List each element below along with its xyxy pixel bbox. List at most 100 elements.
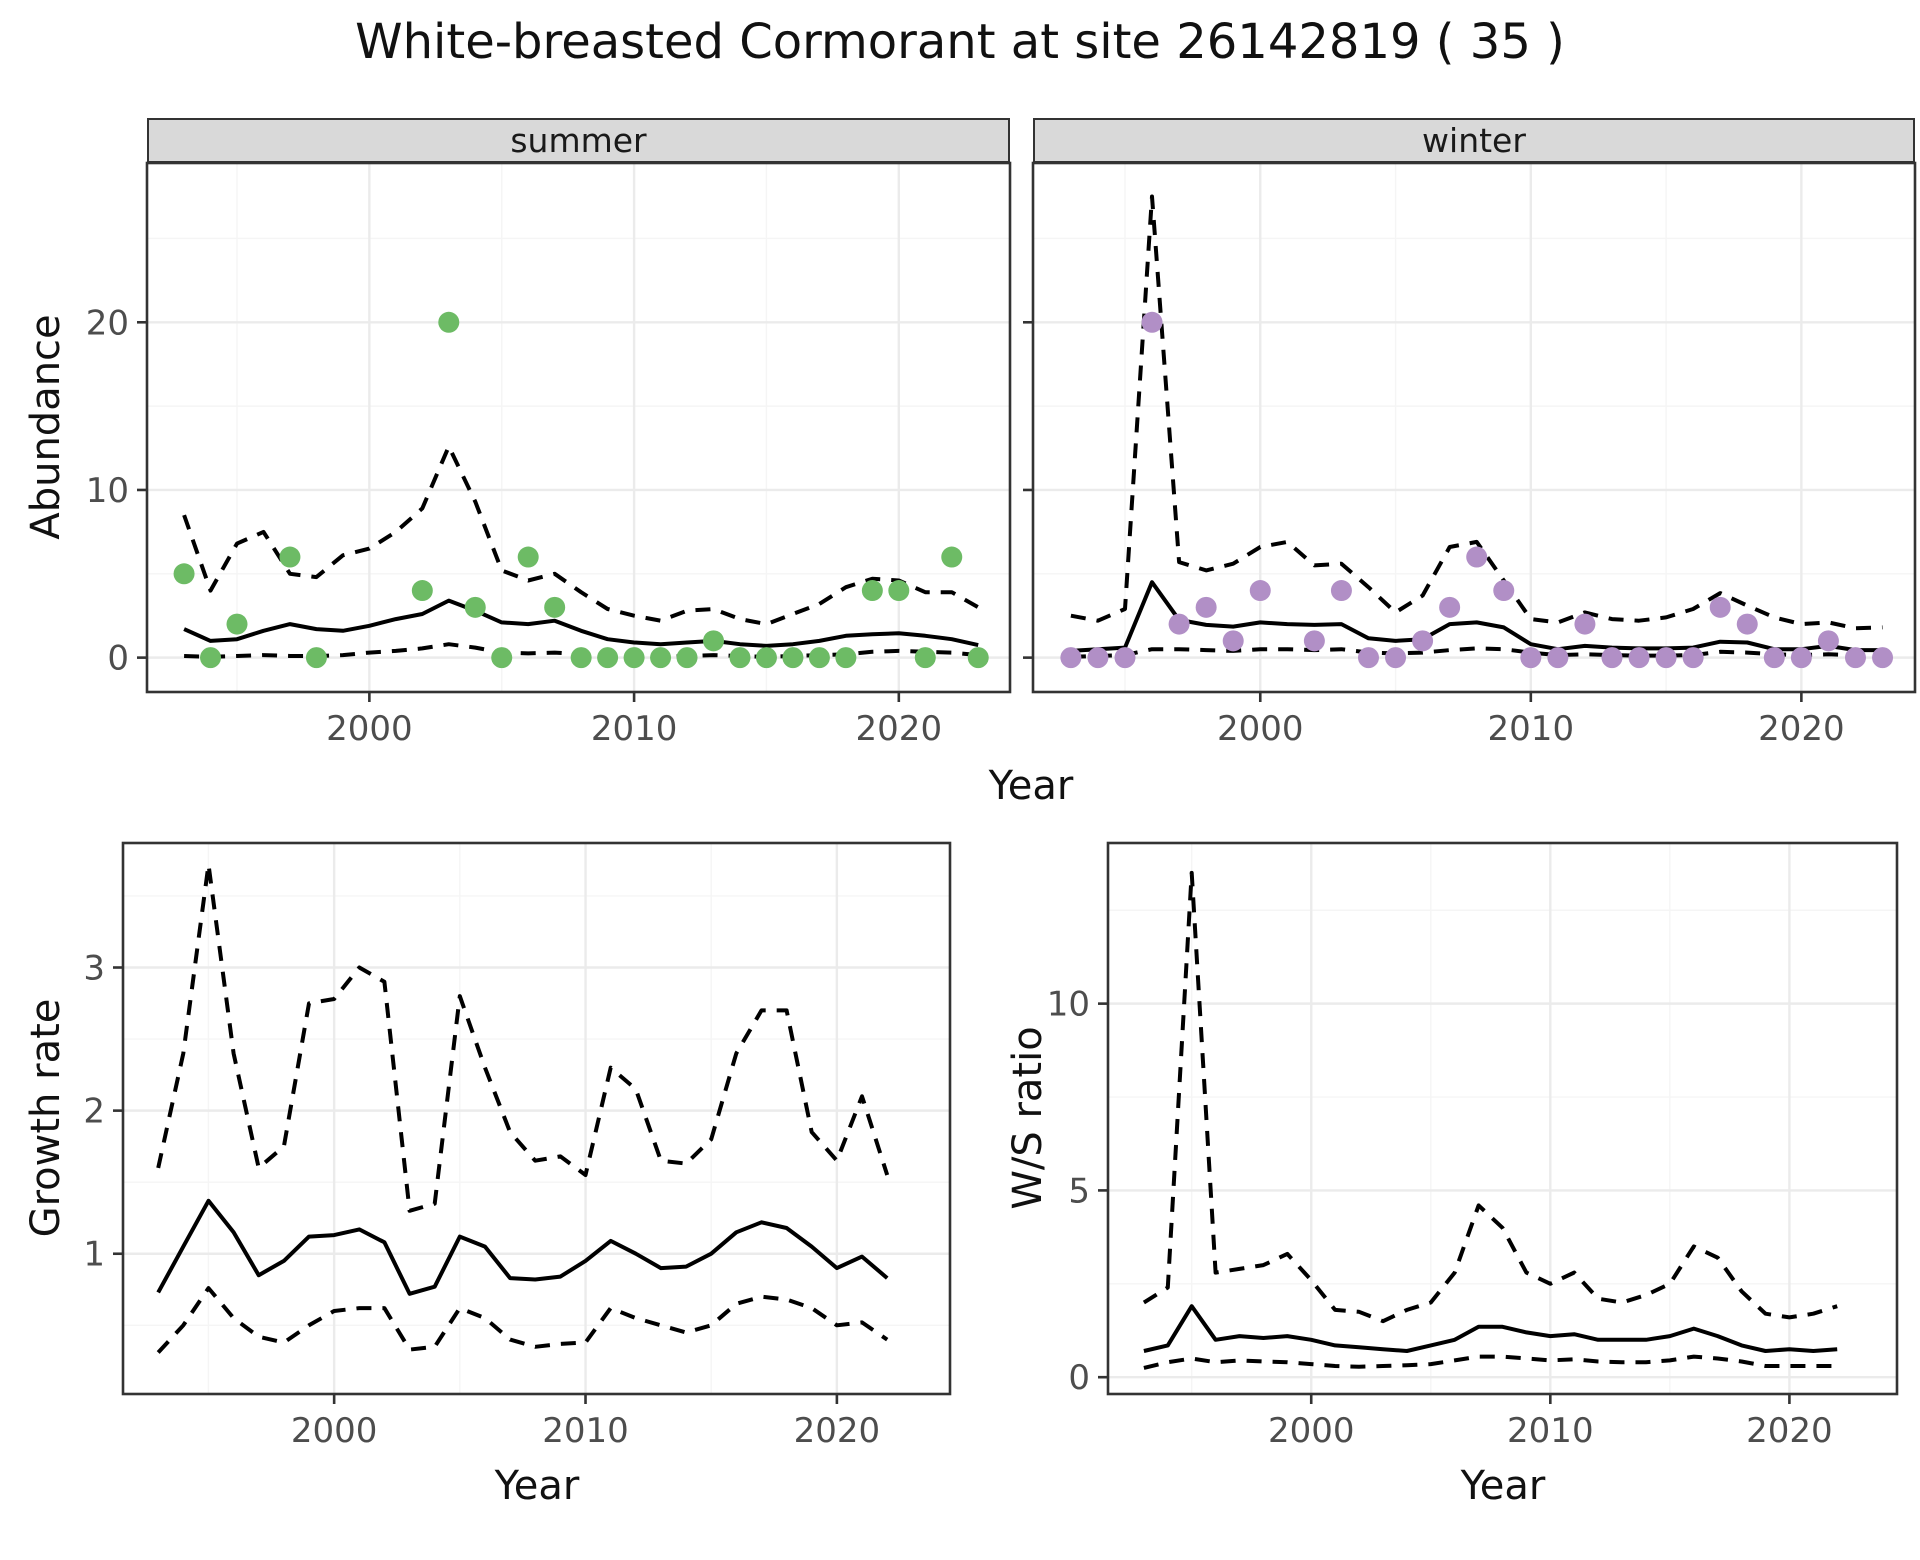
data-point	[1790, 647, 1812, 669]
data-point	[1655, 647, 1677, 669]
x-axis-title-year-ws: Year	[1460, 1463, 1546, 1509]
data-point	[411, 580, 433, 602]
y-tick-label: 10	[1047, 985, 1090, 1025]
panel-background	[147, 163, 1010, 692]
data-point	[650, 647, 672, 669]
data-point	[1628, 647, 1650, 669]
data-point	[438, 311, 460, 333]
data-point	[200, 647, 222, 669]
data-point	[729, 647, 751, 669]
x-tick-label: 2020	[794, 1411, 881, 1451]
y-tick-label: 1	[83, 1235, 105, 1275]
data-point	[491, 647, 513, 669]
data-point	[888, 580, 910, 602]
data-point	[1574, 613, 1596, 635]
data-point	[914, 647, 936, 669]
data-point	[676, 647, 698, 669]
data-point	[1709, 596, 1731, 618]
panel-background	[1033, 163, 1915, 692]
median-line	[183, 598, 979, 648]
panel-background	[1108, 843, 1897, 1394]
lower_ci-line	[1143, 1354, 1838, 1370]
data-point	[1357, 647, 1379, 669]
data-point	[755, 647, 777, 669]
x-tick-label: 2020	[856, 709, 943, 749]
x-tick-label: 2020	[1746, 1411, 1833, 1451]
data-point	[703, 630, 725, 652]
median-line	[1070, 580, 1883, 653]
data-point	[1466, 546, 1488, 568]
data-point	[1330, 580, 1352, 602]
panel-border	[145, 161, 1012, 694]
y-tick-label: 20	[86, 303, 129, 343]
data-point	[1385, 647, 1407, 669]
data-point	[1493, 580, 1515, 602]
data-point	[835, 647, 857, 669]
panel-background	[123, 843, 950, 1394]
data-point	[597, 647, 619, 669]
data-point	[226, 613, 248, 635]
data-point	[1844, 647, 1866, 669]
upper_ci-line	[156, 862, 890, 1213]
facet-strip-winter: winter	[1033, 118, 1915, 163]
upper_ci-line	[182, 444, 980, 627]
data-point	[782, 647, 804, 669]
x-tick-label: 2000	[326, 709, 413, 749]
data-point	[808, 647, 830, 669]
data-point	[1601, 647, 1623, 669]
data-point	[1763, 647, 1785, 669]
data-point	[1249, 580, 1271, 602]
data-point	[173, 563, 195, 585]
data-point	[464, 596, 486, 618]
data-point	[570, 647, 592, 669]
x-tick-label: 2020	[1758, 709, 1845, 749]
data-point	[1520, 647, 1542, 669]
data-point	[1547, 647, 1569, 669]
x-tick-label: 2010	[542, 1411, 629, 1451]
y-tick-label: 10	[86, 471, 129, 511]
median-line	[1143, 1304, 1838, 1353]
y-tick-label: 5	[1068, 1171, 1090, 1211]
data-point	[967, 647, 989, 669]
data-point	[1872, 647, 1894, 669]
data-point	[1817, 630, 1839, 652]
facet-label-summer: summer	[510, 121, 647, 160]
x-tick-label: 2010	[1507, 1411, 1594, 1451]
x-tick-label: 2000	[1217, 709, 1304, 749]
data-point	[1195, 596, 1217, 618]
median-line	[156, 1198, 889, 1296]
panel-border	[121, 841, 952, 1396]
page-title: White-breasted Cormorant at site 2614281…	[355, 14, 1565, 70]
data-point	[1168, 613, 1190, 635]
y-tick-label: 2	[83, 1092, 105, 1132]
data-point	[1060, 647, 1082, 669]
data-point	[941, 546, 963, 568]
panel-border	[1106, 841, 1899, 1396]
data-point	[1682, 647, 1704, 669]
data-point	[1412, 630, 1434, 652]
facet-strip-summer: summer	[147, 118, 1010, 163]
x-tick-label: 2000	[1268, 1411, 1355, 1451]
upper_ci-line	[1070, 194, 1883, 631]
data-point	[861, 580, 883, 602]
data-point	[1141, 311, 1163, 333]
lower_ci-line	[156, 1286, 889, 1354]
data-point	[1222, 630, 1244, 652]
y-tick-label: 0	[1068, 1358, 1090, 1398]
y-tick-label: 0	[107, 639, 129, 679]
data-point	[1114, 647, 1136, 669]
lower_ci-line	[1070, 646, 1883, 659]
panel-border	[1031, 161, 1917, 694]
facet-label-winter: winter	[1422, 121, 1526, 160]
x-tick-label: 2000	[291, 1411, 378, 1451]
x-tick-label: 2010	[591, 709, 678, 749]
data-point	[623, 647, 645, 669]
data-point	[1303, 630, 1325, 652]
upper_ci-line	[1142, 870, 1838, 1324]
x-axis-title-year-growth: Year	[494, 1463, 580, 1509]
data-point	[1439, 596, 1461, 618]
data-point	[1736, 613, 1758, 635]
data-point	[305, 647, 327, 669]
